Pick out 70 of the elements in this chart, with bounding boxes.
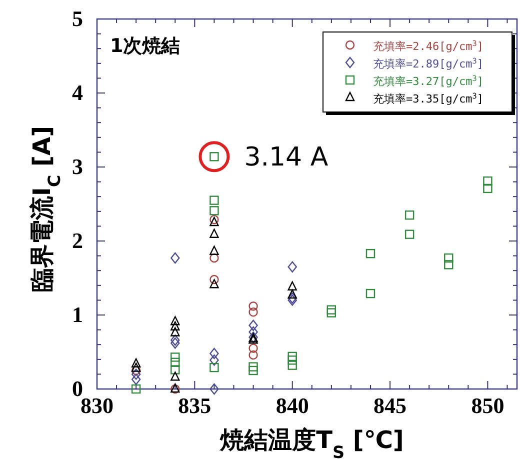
point [210,206,219,216]
point [170,352,180,362]
annotation: 1次焼結 [110,35,180,57]
point [210,354,219,366]
point [248,344,258,353]
y-tick-label: 0 [72,376,83,401]
point [326,308,336,318]
point [366,288,376,298]
x-tick-label: 845 [374,393,407,418]
x-tick-label: 830 [80,393,114,418]
point [248,307,258,317]
point [404,230,414,239]
point [248,366,258,376]
point [131,368,141,380]
point [444,253,454,263]
x-axis-title: 焼結温度T$_{S}$ [℃] [219,426,404,459]
point [170,321,180,330]
point [248,326,258,338]
point [210,279,219,288]
point [210,196,219,205]
point [170,338,180,349]
point [444,260,454,270]
legend-label: 充填率=2.46[g/cm$^{3}$] [373,38,484,53]
point [170,327,180,336]
point [288,261,297,272]
point [288,352,297,362]
point [288,294,297,306]
x-tick-label: 840 [276,393,309,418]
y-tick-label: 1 [72,302,83,327]
point [210,246,219,255]
point [170,358,180,367]
point [131,362,141,372]
point [326,305,336,314]
point [248,302,258,311]
point [210,383,219,395]
point [170,252,180,264]
point [170,372,180,381]
y-tick-label: 5 [72,6,83,31]
point [288,356,297,365]
point [288,360,297,370]
point [288,289,297,299]
point [131,384,141,394]
x-tick-label: 850 [471,393,504,418]
legend-label: 充填率=3.27[g/cm$^{3}$] [373,74,484,88]
legend-label: 充填率=2.89[g/cm$^{3}$] [373,56,484,70]
point [210,348,219,360]
point [483,184,492,194]
point [248,350,258,360]
point [170,334,180,346]
x-tick-label: 835 [178,393,212,418]
point [131,374,141,385]
point [248,320,258,331]
point [404,210,414,220]
point [131,358,141,368]
point [366,248,376,258]
point [170,316,180,326]
y-tick-label: 3 [72,154,83,179]
point [210,362,219,372]
y-tick-label: 4 [72,80,83,105]
point [288,281,297,290]
point [210,253,219,263]
point [288,292,297,304]
point [170,365,180,374]
point [248,362,258,372]
point [210,228,219,238]
point [210,274,219,284]
point [483,176,492,186]
legend-label: 充填率=3.35[g/cm$^{3}$] [373,91,484,106]
annotation: 3.14 A [244,142,328,173]
y-tick-label: 2 [72,228,83,253]
